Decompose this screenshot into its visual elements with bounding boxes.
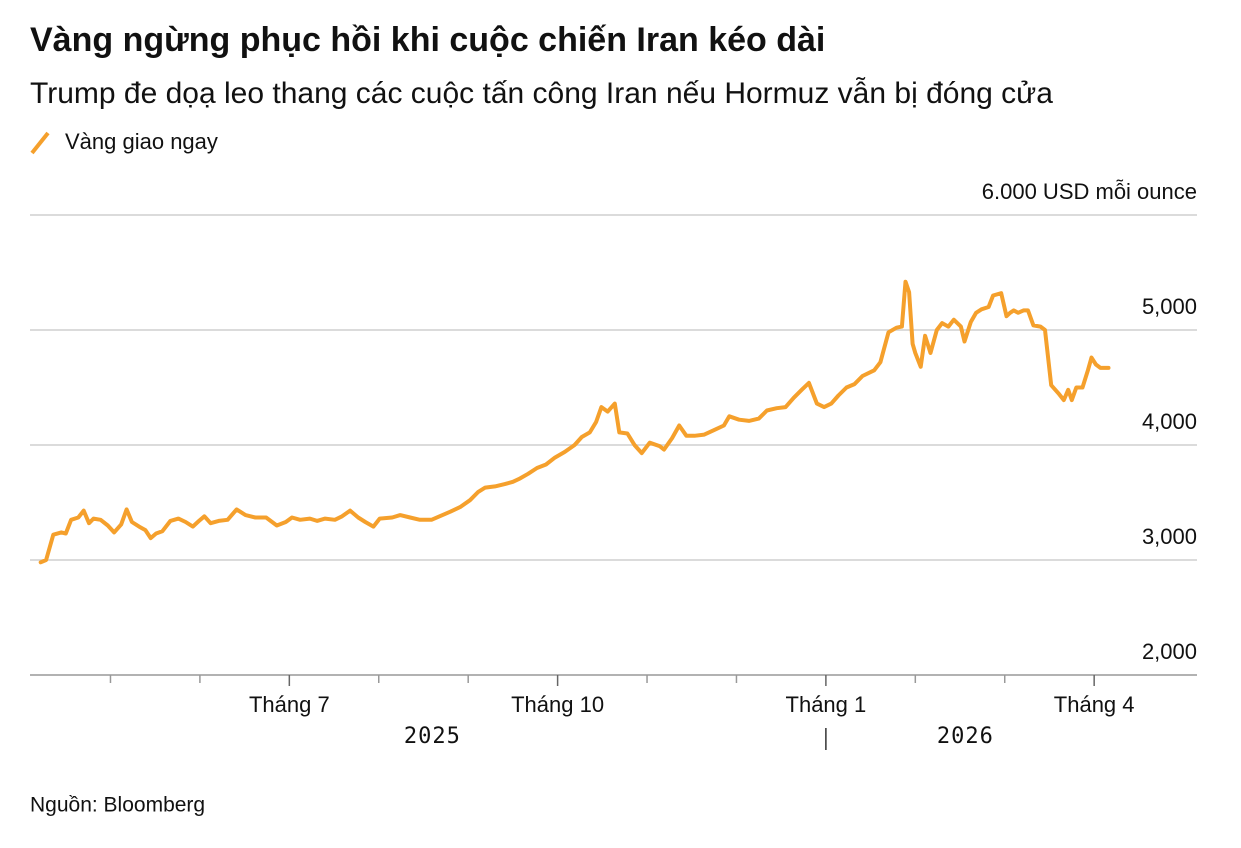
y-tick-label: 5,000 (1142, 294, 1197, 319)
y-tick-label: 6.000 USD mỗi ounce (982, 179, 1197, 204)
x-tick-label: Tháng 7 (249, 692, 330, 717)
year-label: 2026 (937, 724, 994, 749)
y-tick-label: 4,000 (1142, 409, 1197, 434)
y-tick-label: 3,000 (1142, 524, 1197, 549)
series-line (38, 279, 1111, 565)
chart-subtitle: Trump đe dọạ leo thang các cuộc tấn công… (30, 77, 1053, 110)
x-tick-label: Tháng 10 (511, 692, 604, 717)
source: Nguồn: Bloomberg (30, 794, 205, 817)
x-tick-label: Tháng 1 (786, 692, 867, 717)
year-label: 2025 (404, 724, 461, 749)
legend-swatch (30, 131, 50, 155)
x-tick-label: Tháng 4 (1054, 692, 1135, 717)
chart-title: Vàng ngừng phục hồi khi cuộc chiến Iran … (30, 21, 825, 59)
legend-label: Vàng giao ngay (65, 129, 218, 154)
y-tick-label: 2,000 (1142, 639, 1197, 664)
